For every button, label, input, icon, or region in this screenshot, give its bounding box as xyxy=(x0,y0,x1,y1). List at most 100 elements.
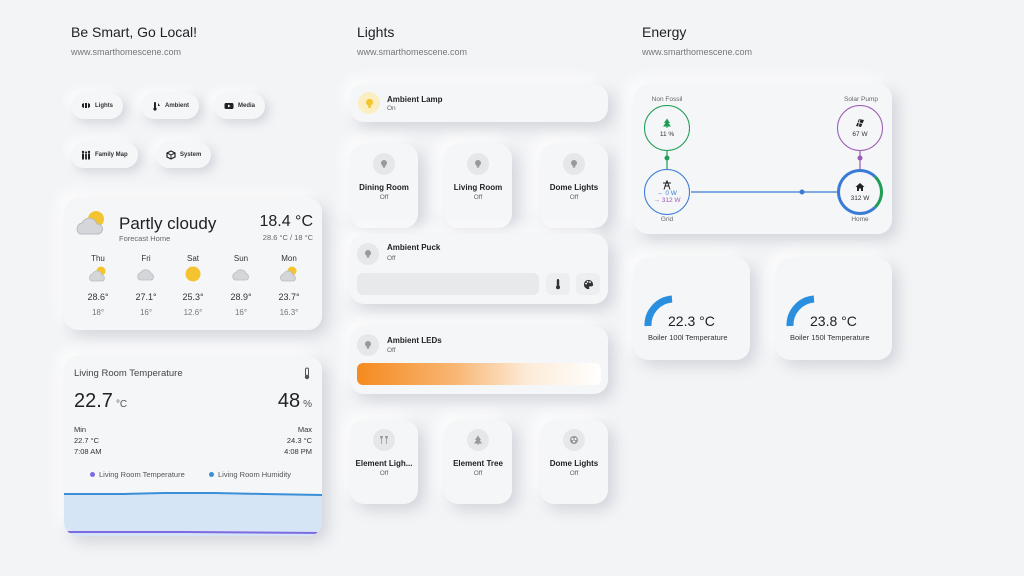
nav-family-map-button[interactable]: Family Map xyxy=(71,142,138,168)
max-label: Max xyxy=(297,425,312,434)
floor-lamp-icon xyxy=(380,436,388,444)
gauge-arc xyxy=(644,295,673,327)
energy-flow-lines xyxy=(664,150,863,195)
brightness-slider[interactable] xyxy=(357,273,539,295)
ambient-leds-card[interactable]: Ambient LEDs Off xyxy=(350,326,608,394)
solar-panel-icon xyxy=(856,119,864,127)
boiler-temp-value: 22.3 °C xyxy=(668,313,715,329)
col1-title: Be Smart, Go Local! xyxy=(71,24,198,40)
nav-system-label: System xyxy=(180,152,202,158)
color-temp-button[interactable] xyxy=(546,273,570,295)
element-tree-tile[interactable]: Element Tree Off xyxy=(444,420,512,504)
boiler-label: Boiler 100l Temperature xyxy=(648,333,728,342)
non-fossil-value: 11 % xyxy=(659,131,675,138)
nav-family-map-label: Family Map xyxy=(95,152,128,158)
ambient-leds-state: Off xyxy=(387,347,396,354)
humidity-value: 48 xyxy=(277,390,301,412)
partly-cloudy-icon xyxy=(89,266,106,282)
grid-out-value: → 312 W xyxy=(653,197,681,204)
living-room-sensor-card[interactable]: Living Room Temperature 22.7 °C 48% Min 2… xyxy=(64,356,322,536)
col2-title: Lights xyxy=(357,24,395,40)
solar-label: Solar Pump xyxy=(844,96,878,103)
forecast-day: Mon 23.7° 16.3° xyxy=(269,254,309,317)
non-fossil-node[interactable]: 11 % xyxy=(644,105,690,151)
forecast-day-name: Sun xyxy=(233,254,249,263)
forecast-day: Sun 28.9° 16° xyxy=(221,254,261,317)
tile-name: Dome Lights xyxy=(549,459,599,468)
element-lights-tile[interactable]: Element Ligh... Off xyxy=(350,420,418,504)
weather-temperature: 18.4 °C xyxy=(259,213,313,230)
forecast-high: 23.7° xyxy=(278,292,300,302)
home-icon xyxy=(855,183,865,191)
color-picker-button[interactable] xyxy=(576,273,600,295)
home-label: Home xyxy=(851,216,869,223)
ambient-lamp-name: Ambient Lamp xyxy=(387,95,443,104)
boiler-gauge-card[interactable]: 22.3 °C Boiler 100l Temperature xyxy=(634,258,750,360)
ambient-puck-state: Off xyxy=(387,255,396,262)
ambient-lamp-card[interactable]: Ambient Lamp On xyxy=(350,84,608,122)
nav-lights-label: Lights xyxy=(95,103,113,109)
tile-state: Off xyxy=(379,194,389,201)
living-room-tile[interactable]: Living Room Off xyxy=(444,144,512,228)
temperature-line xyxy=(64,531,322,534)
forecast-day-name: Thu xyxy=(91,254,105,263)
forecast-day-name: Sat xyxy=(186,254,199,263)
tile-state: Off xyxy=(569,194,579,201)
col3-subtitle: www.smarthomescene.com xyxy=(642,47,753,57)
solar-node[interactable]: 67 W xyxy=(837,105,883,151)
palette-icon xyxy=(583,279,593,289)
tile-icon-wrap xyxy=(467,153,489,175)
tile-icon-wrap xyxy=(373,429,395,451)
grid-in-value: ← 0 W xyxy=(657,190,677,197)
tile-state: Off xyxy=(473,470,483,477)
lightbulb-icon xyxy=(365,250,371,258)
ambient-puck-card[interactable]: Ambient Puck Off xyxy=(350,234,608,304)
boiler-temp-value: 23.8 °C xyxy=(810,313,857,329)
col2-subtitle: www.smarthomescene.com xyxy=(357,47,468,57)
home-value: 312 W xyxy=(850,195,870,202)
tree-icon xyxy=(474,435,482,445)
min-value: 22.7 °C xyxy=(74,436,100,445)
forecast-high: 27.1° xyxy=(135,292,157,302)
energy-distribution-card[interactable]: Non Fossil 11 % Solar Pump 67 W ← 0 W → … xyxy=(634,84,892,234)
weather-card[interactable]: Partly cloudy Forecast Home 18.4 °C 28.6… xyxy=(64,198,322,330)
weather-location: Forecast Home xyxy=(119,234,171,243)
col3-title: Energy xyxy=(642,24,687,40)
ambient-puck-icon-wrap xyxy=(357,243,379,265)
color-temperature-slider[interactable] xyxy=(357,363,601,385)
nav-ambient-button[interactable]: Ambient xyxy=(141,93,199,119)
nav-media-button[interactable]: Media xyxy=(214,93,266,119)
sunny-icon xyxy=(185,266,201,282)
tile-icon-wrap xyxy=(467,429,489,451)
forecast-day: Fri 27.1° 16° xyxy=(126,254,166,317)
nav-system-button[interactable]: System xyxy=(156,142,212,168)
forecast-day-name: Fri xyxy=(141,254,151,263)
dome-lights-tile[interactable]: Dome Lights Off xyxy=(540,144,608,228)
sensor-history-graph xyxy=(64,492,322,536)
lights-icon xyxy=(82,103,90,108)
max-time: 4:08 PM xyxy=(284,447,312,456)
grid-node[interactable]: ← 0 W → 312 W xyxy=(644,169,690,215)
legend-temp-dot xyxy=(90,472,95,477)
home-node[interactable]: 312 W xyxy=(837,169,883,215)
forecast-day: Thu 28.6° 18° xyxy=(78,254,118,317)
legend-temperature[interactable]: Living Room Temperature xyxy=(90,470,185,479)
ambient-lamp-state: On xyxy=(387,105,396,112)
dome-lights-tile-2[interactable]: Dome Lights Off xyxy=(540,420,608,504)
nav-lights-button[interactable]: Lights xyxy=(71,93,123,119)
temp-unit: °C xyxy=(115,399,128,410)
lightbulb-icon xyxy=(571,160,577,168)
forecast-high: 25.3° xyxy=(182,292,204,302)
dining-room-tile[interactable]: Dining Room Off xyxy=(350,144,418,228)
min-time: 7:08 AM xyxy=(74,447,102,456)
boiler-gauge-card[interactable]: 23.8 °C Boiler 150l Temperature xyxy=(776,258,892,360)
ambient-leds-icon-wrap xyxy=(357,334,379,356)
forecast-high: 28.9° xyxy=(230,292,252,302)
tile-state: Off xyxy=(379,470,389,477)
legend-humidity[interactable]: Living Room Humidity xyxy=(209,470,291,479)
boiler-label: Boiler 150l Temperature xyxy=(790,333,870,342)
nav-media-label: Media xyxy=(238,103,256,109)
tile-icon-wrap xyxy=(563,153,585,175)
forecast-low: 16° xyxy=(234,308,248,317)
sensor-title: Living Room Temperature xyxy=(74,368,183,379)
